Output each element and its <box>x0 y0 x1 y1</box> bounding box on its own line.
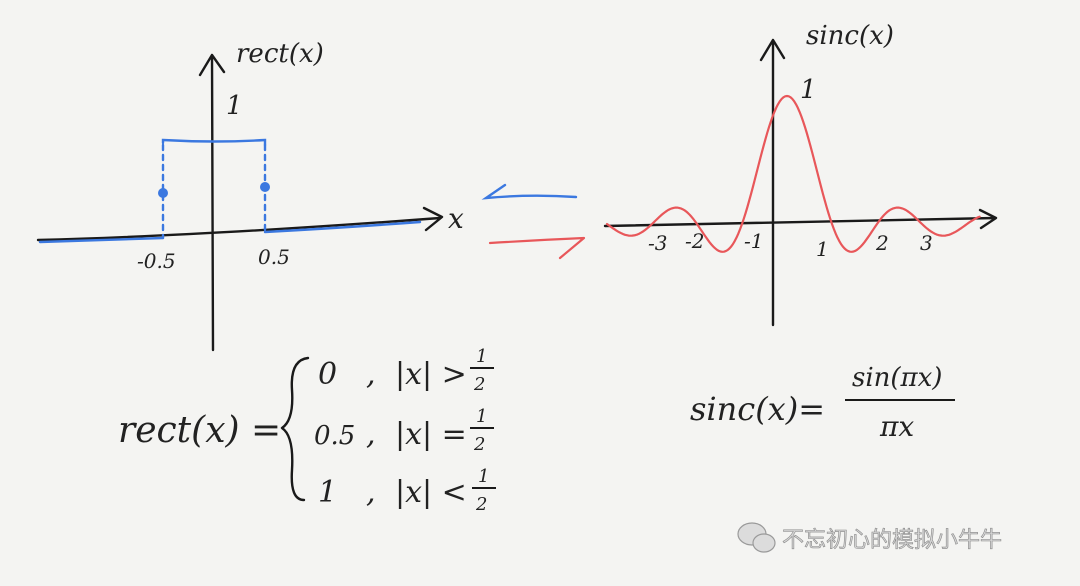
sinc-tick-2: 2 <box>875 231 889 255</box>
sinc-formula-denominator: πx <box>879 410 914 443</box>
case-condition: |x| = <box>395 417 467 452</box>
case-value: 0.5 <box>314 421 355 451</box>
rect-y-label: rect(x) <box>236 39 324 69</box>
sinc-tick-neg3: -3 <box>648 231 667 255</box>
rect-right-dot <box>260 182 270 192</box>
sinc-tick-neg2: -2 <box>685 229 704 253</box>
wechat-icon <box>737 522 776 553</box>
sinc-y-axis <box>759 38 786 327</box>
sinc-tick-3: 3 <box>920 231 933 255</box>
sinc-x-axis <box>603 208 998 230</box>
sinc-formula-lhs: sinc(x)= <box>690 390 825 428</box>
rect-formula-lhs: rect(x) = <box>118 410 281 451</box>
fraction-denominator: 2 <box>473 374 485 395</box>
fraction-denominator: 2 <box>473 434 485 455</box>
rect-tick-pos: 0.5 <box>258 245 290 269</box>
equals-bottom-stroke <box>488 236 586 260</box>
case-condition: |x| < <box>395 475 467 510</box>
rect-right-baseline <box>263 220 422 234</box>
sinc-height-label: 1 <box>800 75 817 105</box>
sinc-tick-neg1: -1 <box>744 229 763 253</box>
case-separator: , <box>366 475 376 510</box>
fraction-denominator: 2 <box>475 494 487 515</box>
case-value: 0 <box>318 357 337 392</box>
fraction-numerator: 1 <box>476 346 487 367</box>
case-row: 0 , |x| > 1 2 <box>318 346 494 395</box>
rect-height-label: 1 <box>226 91 243 121</box>
rect-formula: rect(x) = 0 , |x| > 1 2 0.5 , |x| = 1 2 … <box>118 346 496 515</box>
sinc-y-label: sinc(x) <box>806 21 894 51</box>
sinc-plot: sinc(x) 1 -3 -2 -1 1 2 3 <box>603 21 998 327</box>
sinc-formula-numerator: sin(πx) <box>852 363 942 393</box>
rect-top <box>161 138 267 147</box>
watermark: 不忘初心的模拟小牛牛 <box>737 522 1002 553</box>
transform-equals-sign <box>481 183 586 260</box>
rect-x-axis <box>36 206 444 242</box>
case-row: 1 , |x| < 1 2 <box>318 466 496 515</box>
fraction-numerator: 1 <box>476 406 487 427</box>
cases-brace <box>280 356 310 502</box>
equals-top-stroke <box>481 183 578 200</box>
sinc-curve <box>605 94 981 253</box>
rect-x-label: x <box>448 202 464 235</box>
sinc-formula: sinc(x)= sin(πx) πx <box>690 363 955 443</box>
rect-left-dot <box>158 188 168 198</box>
case-value: 1 <box>318 475 337 510</box>
rect-y-axis <box>198 53 226 352</box>
sinc-tick-1: 1 <box>816 237 829 261</box>
rect-tick-neg: -0.5 <box>137 249 176 273</box>
case-separator: , <box>366 417 376 452</box>
fraction-numerator: 1 <box>478 466 489 487</box>
case-separator: , <box>366 357 376 392</box>
rect-left-baseline <box>38 236 165 244</box>
watermark-text: 不忘初心的模拟小牛牛 <box>782 528 1002 553</box>
case-row: 0.5 , |x| = 1 2 <box>314 406 494 455</box>
case-condition: |x| > <box>395 357 467 392</box>
rect-plot: rect(x) x 1 -0.5 0.5 <box>36 39 464 352</box>
